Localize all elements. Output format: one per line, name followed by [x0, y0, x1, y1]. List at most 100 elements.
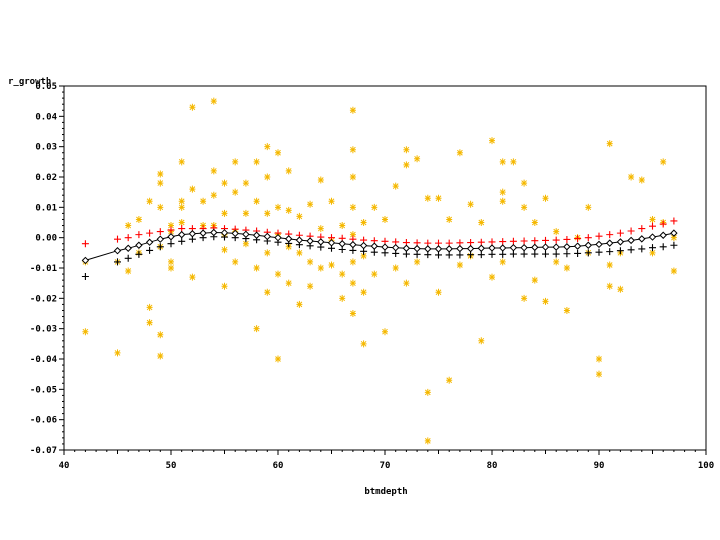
data-point: [264, 143, 271, 151]
data-point: [253, 197, 260, 205]
data-point: [402, 244, 411, 252]
data-point: [456, 244, 464, 253]
data-point: [188, 230, 197, 238]
data-point: [264, 249, 271, 257]
data-point: [146, 229, 154, 237]
data-point: [189, 273, 196, 281]
data-point: [200, 197, 207, 205]
data-point: [349, 173, 356, 181]
data-point: [531, 237, 539, 245]
data-point: [156, 235, 165, 243]
data-point: [466, 244, 475, 253]
data-point: [178, 225, 186, 233]
data-point: [424, 245, 432, 253]
data-point: [478, 337, 485, 345]
data-point: [467, 239, 475, 247]
data-point: [114, 349, 121, 357]
data-point: [232, 158, 239, 166]
data-point: [552, 250, 560, 258]
data-point: [221, 246, 228, 254]
data-point: [488, 244, 496, 252]
data-point: [210, 97, 217, 105]
data-point: [370, 248, 378, 256]
data-point: [231, 229, 239, 238]
data-point: [584, 249, 592, 257]
data-point: [606, 248, 614, 256]
data-point: [349, 146, 356, 154]
data-point: [210, 228, 218, 237]
data-point: [531, 243, 539, 252]
data-point: [274, 233, 282, 242]
y-axis-title: r_growth: [8, 77, 51, 87]
data-point: [327, 239, 336, 247]
data-point: [585, 203, 592, 211]
data-point: [649, 249, 656, 257]
data-point: [253, 264, 260, 272]
data-point: [435, 194, 442, 202]
data-point: [157, 179, 164, 187]
data-point: [606, 231, 614, 239]
data-point: [232, 188, 239, 196]
data-point: [349, 231, 356, 239]
data-point: [382, 328, 388, 336]
data-point: [542, 297, 549, 305]
data-point: [489, 273, 495, 281]
data-point: [167, 240, 175, 248]
data-point: [114, 258, 121, 266]
data-point: [349, 310, 356, 317]
data-point: [359, 241, 368, 250]
data-point: [499, 258, 506, 266]
data-point: [573, 242, 582, 250]
data-point: [371, 203, 378, 211]
data-point: [157, 352, 164, 360]
data-point: [124, 254, 132, 262]
data-point: [584, 241, 593, 249]
data-point: [82, 328, 89, 336]
data-point: [563, 306, 570, 314]
data-point: [275, 149, 281, 157]
data-point: [263, 232, 272, 241]
data-point: [499, 238, 507, 246]
data-point: [584, 234, 592, 242]
data-point: [670, 217, 678, 225]
data-point: [146, 319, 153, 327]
data-point: [541, 243, 550, 251]
data-point: [232, 258, 239, 266]
data-point: [178, 237, 186, 245]
data-point: [113, 247, 122, 255]
data-point: [638, 235, 646, 243]
data-point: [135, 231, 143, 239]
data-point: [81, 240, 89, 248]
data-point: [167, 226, 175, 234]
data-point: [606, 261, 613, 269]
data-point: [638, 225, 646, 233]
data-point: [659, 231, 667, 239]
data-point: [339, 222, 346, 230]
data-point: [521, 203, 528, 211]
data-point: [296, 249, 303, 257]
data-point: [563, 264, 570, 272]
data-point: [488, 250, 496, 258]
data-point: [264, 209, 271, 217]
data-point: [542, 194, 549, 202]
data-point: [403, 161, 410, 169]
data-point: [499, 188, 506, 196]
data-point: [574, 249, 582, 257]
data-point: [360, 219, 367, 226]
data-point: [498, 244, 507, 252]
data-point: [670, 267, 677, 275]
data-point: [628, 173, 635, 181]
data-point: [499, 250, 507, 258]
y-tick-label: 0.04: [35, 112, 57, 122]
data-point: [509, 250, 517, 258]
data-point: [264, 173, 271, 181]
data-point: [156, 228, 164, 236]
data-point: [349, 106, 356, 114]
data-point: [552, 236, 560, 244]
data-point: [445, 245, 453, 253]
data-point: [339, 294, 346, 302]
data-point: [531, 250, 539, 258]
data-point: [435, 251, 442, 259]
data-point: [424, 388, 431, 396]
